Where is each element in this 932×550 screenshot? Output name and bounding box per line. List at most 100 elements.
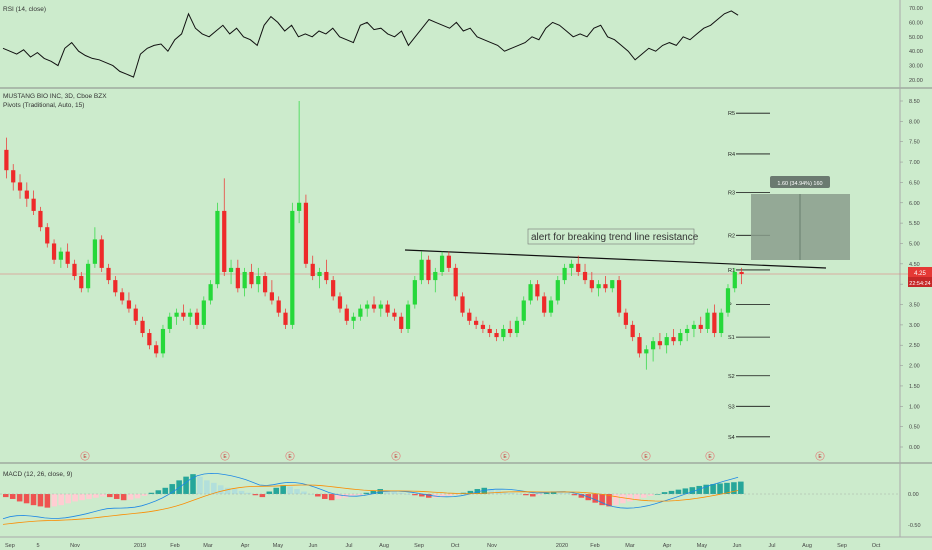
candle-body[interactable] xyxy=(140,320,145,334)
macd-bar[interactable] xyxy=(724,482,730,494)
candle-body[interactable] xyxy=(72,263,77,277)
candle-body[interactable] xyxy=(256,276,261,285)
candle-body[interactable] xyxy=(426,259,431,281)
macd-bar[interactable] xyxy=(65,494,71,504)
candle-body[interactable] xyxy=(344,308,349,321)
macd-bar[interactable] xyxy=(127,494,134,500)
macd-bar[interactable] xyxy=(620,494,626,504)
macd-bar[interactable] xyxy=(141,494,148,496)
chart-title[interactable]: MUSTANG BIO INC, 3D, Cboe BZX xyxy=(3,93,107,100)
macd-bar[interactable] xyxy=(488,489,494,494)
macd-bar[interactable] xyxy=(703,484,709,494)
candle-body[interactable] xyxy=(99,239,104,268)
candle-body[interactable] xyxy=(378,304,383,309)
candle-body[interactable] xyxy=(133,308,138,321)
candle-body[interactable] xyxy=(215,210,220,285)
macd-bar[interactable] xyxy=(571,494,578,496)
candle-body[interactable] xyxy=(249,271,254,285)
macd-bar[interactable] xyxy=(93,494,99,498)
candle-body[interactable] xyxy=(58,251,63,260)
macd-line[interactable] xyxy=(2,472,739,520)
candle-body[interactable] xyxy=(569,263,574,268)
candle-body[interactable] xyxy=(38,210,43,228)
macd-bar[interactable] xyxy=(280,485,286,494)
candle-body[interactable] xyxy=(126,300,132,309)
candle-body[interactable] xyxy=(4,149,9,171)
candle-body[interactable] xyxy=(79,276,84,289)
candle-body[interactable] xyxy=(473,320,479,325)
earnings-marker[interactable] xyxy=(285,451,295,461)
candle-body[interactable] xyxy=(242,271,247,289)
candle-body[interactable] xyxy=(11,170,16,183)
candle-body[interactable] xyxy=(501,328,506,338)
price-pane[interactable]: R5R4R3R2R1PS1S2S3S4EEEEEEEE xyxy=(0,101,908,461)
rsi-pane[interactable] xyxy=(2,10,739,78)
macd-bar[interactable] xyxy=(516,494,522,495)
candle-body[interactable] xyxy=(317,271,322,277)
macd-bar[interactable] xyxy=(647,494,654,496)
candle-body[interactable] xyxy=(310,263,315,277)
candle-body[interactable] xyxy=(596,284,601,289)
candle-body[interactable] xyxy=(160,328,166,354)
macd-bar[interactable] xyxy=(259,494,266,498)
candle-body[interactable] xyxy=(324,271,329,281)
measure-box[interactable] xyxy=(751,194,850,260)
candle-body[interactable] xyxy=(283,312,288,325)
macd-bar[interactable] xyxy=(294,489,300,494)
candle-body[interactable] xyxy=(154,345,159,354)
macd-bar[interactable] xyxy=(717,483,723,494)
candle-body[interactable] xyxy=(487,328,492,334)
candle-body[interactable] xyxy=(433,271,438,281)
macd-bar[interactable] xyxy=(578,494,585,498)
macd-bar[interactable] xyxy=(731,482,737,494)
macd-bar[interactable] xyxy=(391,491,397,494)
macd-bar[interactable] xyxy=(398,492,404,494)
macd-bar[interactable] xyxy=(606,494,612,507)
macd-bar[interactable] xyxy=(384,490,390,494)
candle-body[interactable] xyxy=(480,324,486,329)
candle-body[interactable] xyxy=(222,210,227,272)
macd-bar[interactable] xyxy=(543,492,550,494)
earnings-marker[interactable] xyxy=(80,451,90,461)
candle-body[interactable] xyxy=(297,202,302,211)
macd-bar[interactable] xyxy=(162,487,169,494)
candle-body[interactable] xyxy=(467,312,472,321)
macd-bar[interactable] xyxy=(363,492,370,494)
macd-bar[interactable] xyxy=(640,494,647,498)
candle-body[interactable] xyxy=(194,312,200,325)
candle-body[interactable] xyxy=(392,312,397,317)
candle-body[interactable] xyxy=(262,276,268,293)
macd-bar[interactable] xyxy=(204,480,210,494)
macd-bar[interactable] xyxy=(252,494,259,496)
candle-body[interactable] xyxy=(65,251,70,264)
candle-body[interactable] xyxy=(290,210,295,325)
macd-bar[interactable] xyxy=(100,494,106,497)
annotation-box[interactable] xyxy=(527,228,695,245)
macd-bar[interactable] xyxy=(523,494,529,496)
candle-body[interactable] xyxy=(147,333,152,346)
candle-body[interactable] xyxy=(228,267,234,272)
rsi-line[interactable] xyxy=(2,10,739,78)
candle-body[interactable] xyxy=(371,304,377,309)
macd-bar[interactable] xyxy=(3,494,9,498)
macd-bar[interactable] xyxy=(58,494,65,506)
macd-bar[interactable] xyxy=(530,494,536,497)
macd-bar[interactable] xyxy=(51,494,58,507)
candle-body[interactable] xyxy=(269,292,275,301)
pivots-legend[interactable]: Pivots (Traditional, Auto, 15) xyxy=(3,102,84,109)
macd-bar[interactable] xyxy=(453,494,460,495)
candle-body[interactable] xyxy=(385,304,390,313)
macd-bar[interactable] xyxy=(72,494,78,502)
macd-bar[interactable] xyxy=(238,490,245,494)
candle-body[interactable] xyxy=(678,333,683,342)
candle-body[interactable] xyxy=(589,280,594,289)
candle-body[interactable] xyxy=(644,349,649,354)
candle-body[interactable] xyxy=(542,296,547,313)
candle-body[interactable] xyxy=(712,312,717,334)
macd-bar[interactable] xyxy=(321,494,328,499)
macd-bar[interactable] xyxy=(439,494,446,498)
candle-body[interactable] xyxy=(657,341,663,346)
candle-body[interactable] xyxy=(719,312,724,334)
macd-bar[interactable] xyxy=(37,494,44,507)
earnings-marker[interactable] xyxy=(391,451,401,461)
